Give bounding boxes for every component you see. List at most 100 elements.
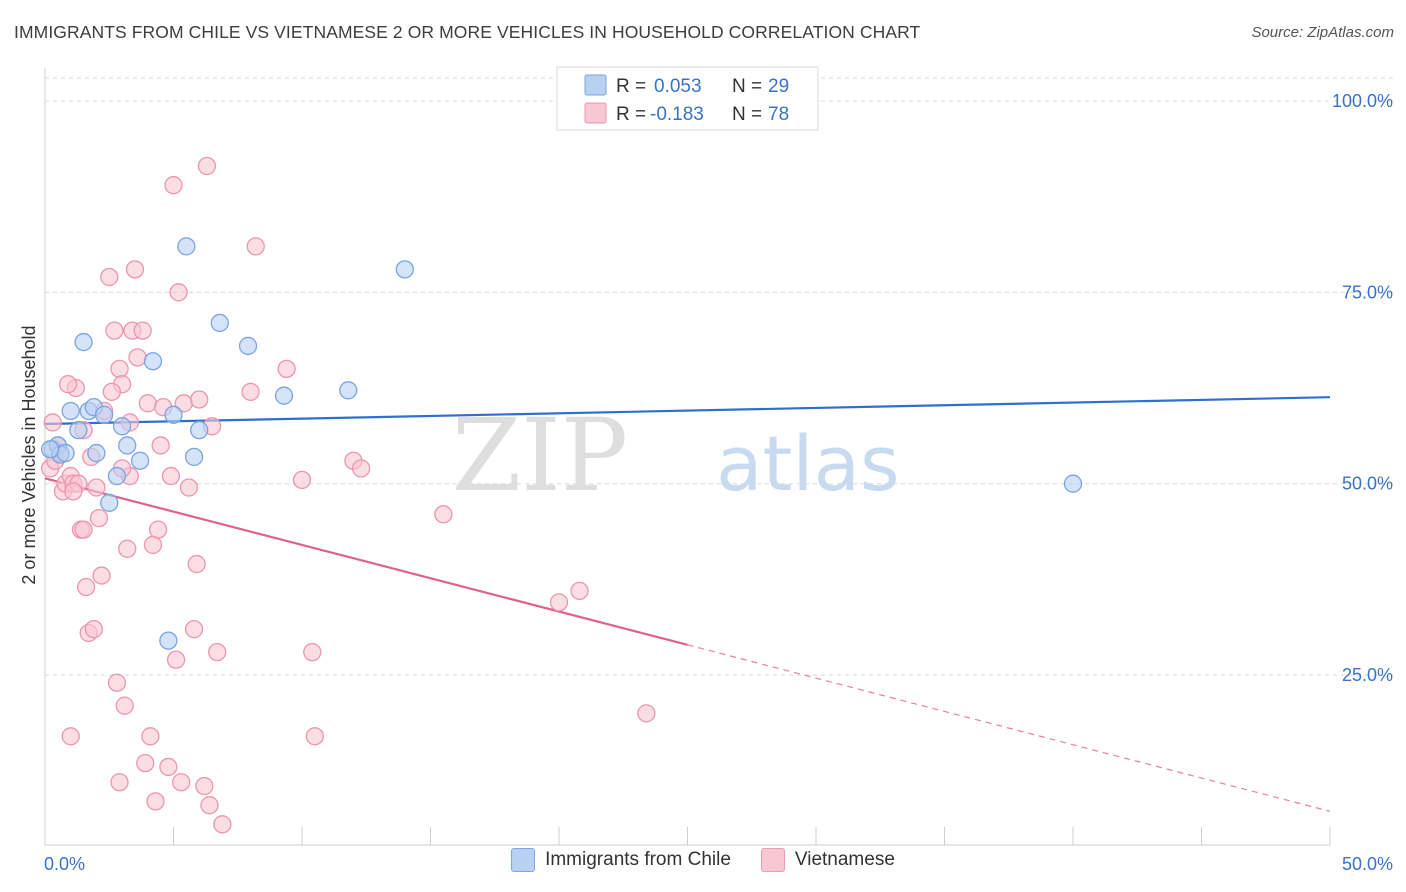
axes	[44, 68, 1331, 846]
point-vietnamese	[74, 520, 93, 539]
chart-source: Source: ZipAtlas.com	[1251, 24, 1394, 41]
point-vietnamese	[637, 704, 656, 723]
point-chile	[184, 447, 204, 467]
legend-n-label-1: N =	[732, 76, 762, 97]
stats-legend: R = 0.053 N = 29 R = -0.183 N = 78	[556, 66, 819, 131]
point-vietnamese	[434, 505, 453, 524]
point-chile	[74, 332, 93, 352]
point-vietnamese	[305, 727, 325, 746]
point-vietnamese	[133, 321, 152, 340]
point-chile	[56, 443, 75, 463]
point-chile	[177, 237, 196, 256]
point-vietnamese	[148, 520, 168, 539]
point-vietnamese	[195, 776, 214, 796]
point-chile	[210, 313, 229, 333]
point-chile	[69, 420, 88, 440]
point-chile	[238, 336, 258, 356]
point-vietnamese	[102, 382, 121, 401]
point-vietnamese	[241, 382, 260, 401]
bottom-legend: Immigrants from Chile Vietnamese	[0, 848, 1406, 872]
legend-r-value-1: 0.053	[654, 76, 702, 97]
point-vietnamese	[110, 359, 129, 379]
legend-r-label-1: R =	[616, 76, 646, 97]
trend-line-chile	[44, 396, 1331, 426]
point-vietnamese	[151, 436, 170, 455]
point-chile	[130, 451, 150, 470]
point-vietnamese	[125, 260, 145, 279]
trend-line-vietnamese	[44, 477, 688, 646]
watermark-atlas: atlas	[716, 419, 900, 508]
x-tick-labels: 0.0% 50.0%	[44, 854, 1393, 874]
point-vietnamese	[115, 696, 134, 715]
point-chile	[339, 381, 358, 400]
point-chile	[112, 417, 132, 436]
x-tick-label: 0.0%	[44, 854, 85, 874]
point-vietnamese	[169, 283, 188, 302]
grid-lines	[45, 77, 1393, 676]
point-vietnamese	[61, 727, 80, 746]
point-vietnamese	[213, 815, 232, 834]
watermark-zip: ZIP	[452, 397, 628, 514]
point-vietnamese	[143, 535, 163, 555]
watermark: ZIP atlas	[452, 397, 900, 514]
point-vietnamese	[64, 482, 83, 501]
point-chile	[118, 436, 137, 455]
point-vietnamese	[179, 478, 199, 497]
point-vietnamese	[128, 348, 147, 367]
point-vietnamese	[172, 773, 191, 792]
trend-lines	[44, 396, 1331, 812]
y-tick-label: 50.0%	[1342, 474, 1393, 494]
point-chile	[159, 631, 178, 650]
point-vietnamese	[549, 593, 569, 612]
y-tick-label: 25.0%	[1342, 665, 1393, 685]
point-vietnamese	[105, 321, 124, 340]
point-vietnamese	[76, 577, 96, 597]
legend-n-value-1: 29	[768, 76, 789, 97]
trend-line-vietnamese-extrapolated	[687, 644, 1331, 812]
legend-item-vietnamese: Vietnamese	[760, 848, 895, 872]
data-points	[40, 156, 1083, 834]
point-chile	[143, 352, 163, 371]
legend-n-label-2: N =	[732, 104, 762, 125]
point-chile	[87, 443, 106, 463]
point-chile	[1063, 474, 1083, 493]
point-vietnamese	[110, 773, 129, 792]
legend-swatch-vietnamese	[760, 848, 785, 872]
point-vietnamese	[100, 267, 119, 287]
point-vietnamese	[200, 796, 219, 815]
point-vietnamese	[166, 650, 186, 669]
point-chile	[164, 405, 183, 424]
point-chile	[94, 405, 114, 424]
legend-swatch-chile	[511, 848, 536, 872]
legend-r-value-2: -0.183	[650, 104, 704, 125]
point-vietnamese	[303, 642, 322, 662]
legend-label-vietnamese: Vietnamese	[794, 849, 895, 870]
chart-title: IMMIGRANTS FROM CHILE VS VIETNAMESE 2 OR…	[14, 22, 921, 42]
legend-label-chile: Immigrants from Chile	[545, 849, 731, 870]
point-vietnamese	[87, 478, 106, 497]
point-vietnamese	[197, 156, 217, 176]
point-vietnamese	[84, 619, 103, 639]
point-vietnamese	[246, 237, 265, 256]
point-vietnamese	[164, 176, 183, 195]
y-axis-label: 2 or more Vehicles in Household	[19, 325, 39, 584]
point-vietnamese	[184, 619, 204, 639]
point-chile	[61, 401, 80, 421]
point-vietnamese	[570, 581, 589, 601]
legend-n-value-2: 78	[768, 104, 789, 125]
legend-item-chile: Immigrants from Chile	[511, 848, 731, 872]
point-vietnamese	[146, 792, 165, 811]
y-tick-label: 100.0%	[1332, 91, 1393, 111]
point-vietnamese	[190, 390, 209, 409]
point-vietnamese	[161, 466, 181, 486]
x-tick-label: 50.0%	[1342, 854, 1393, 874]
point-chile	[274, 386, 294, 405]
point-vietnamese	[351, 459, 371, 478]
point-vietnamese	[187, 554, 206, 574]
point-chile	[190, 420, 209, 440]
y-tick-labels: 25.0% 50.0% 75.0% 100.0%	[1332, 91, 1393, 685]
point-vietnamese	[141, 727, 160, 746]
point-chile	[40, 440, 60, 459]
y-tick-label: 75.0%	[1342, 282, 1393, 302]
